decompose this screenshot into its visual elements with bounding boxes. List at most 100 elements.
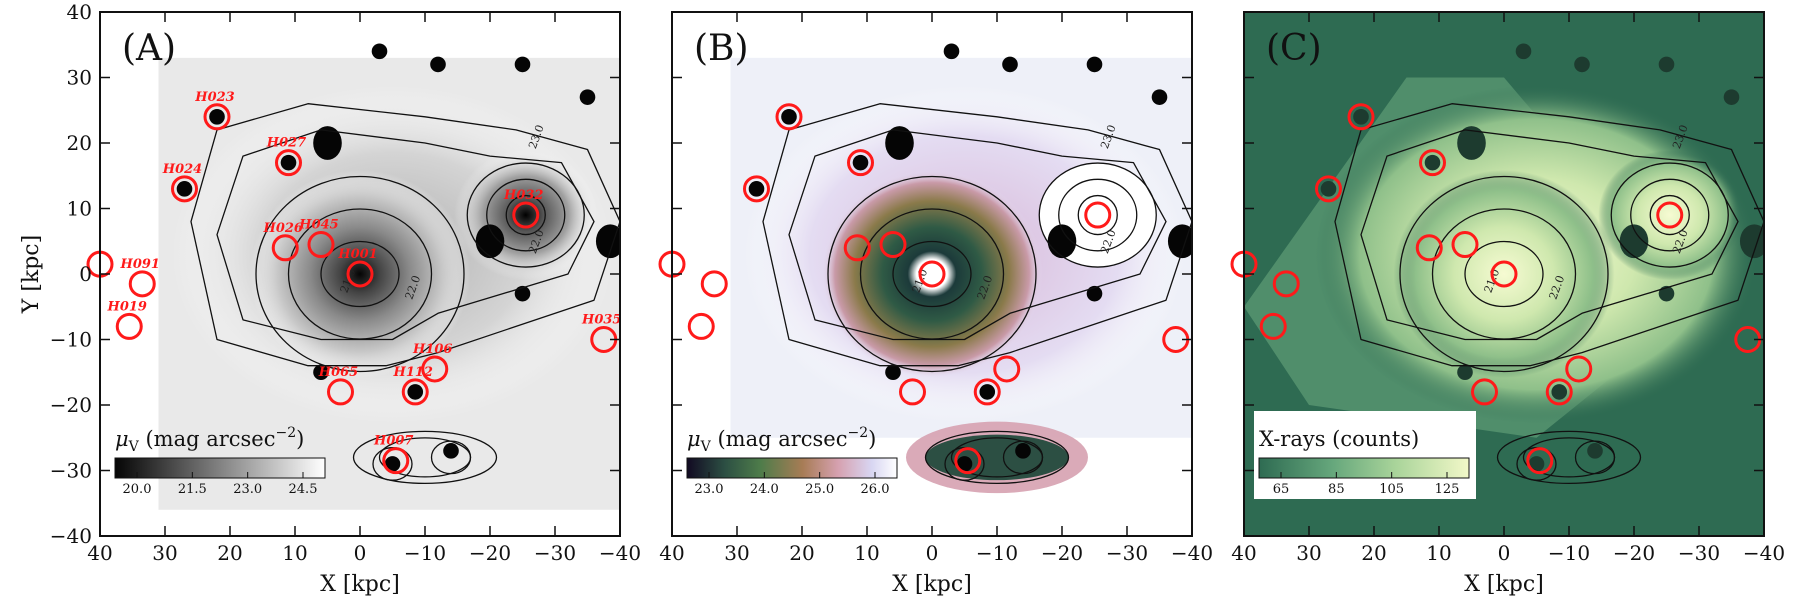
source-marker bbox=[421, 355, 449, 383]
point-source bbox=[1151, 89, 1168, 105]
colorbar-tick-label: 24.0 bbox=[750, 482, 779, 497]
point-source bbox=[1320, 181, 1337, 197]
panel-c: 23.022.022.021.040 30 20 10 0 −10 −20 −30 −40X [… bbox=[1230, 11, 1785, 597]
source-label: H007 bbox=[373, 434, 413, 449]
source-marker bbox=[203, 103, 231, 131]
contour bbox=[486, 178, 566, 252]
contour bbox=[950, 437, 1044, 478]
y-tick-label: −30 bbox=[50, 459, 92, 483]
contour bbox=[788, 129, 1167, 341]
contour bbox=[255, 175, 465, 373]
source-label: H106 bbox=[412, 342, 452, 357]
source-marker bbox=[307, 231, 335, 259]
x-axis-title: X [kpc] bbox=[892, 572, 972, 597]
point-source bbox=[595, 224, 620, 259]
contour bbox=[320, 240, 400, 308]
y-axis-title: Y [kpc] bbox=[19, 235, 44, 314]
colorbar-tick-label: 85 bbox=[1328, 482, 1345, 497]
x-tick-label: −40 bbox=[1171, 541, 1213, 565]
contour bbox=[1610, 162, 1729, 268]
x-tick-label: −30 bbox=[1106, 541, 1148, 565]
point-source bbox=[313, 364, 329, 381]
x-tick-label: 10 bbox=[282, 541, 307, 565]
source-marker bbox=[128, 270, 156, 298]
point-source bbox=[1457, 126, 1486, 160]
y-tick-label: 40 bbox=[67, 0, 92, 24]
contour bbox=[1334, 103, 1764, 367]
point-source bbox=[1167, 224, 1192, 259]
point-source bbox=[885, 364, 901, 381]
contour bbox=[1399, 175, 1609, 373]
contour bbox=[1058, 178, 1138, 252]
point-source bbox=[1424, 154, 1441, 171]
contour bbox=[352, 430, 498, 485]
contour bbox=[378, 437, 472, 478]
x-tick-label: −30 bbox=[534, 541, 576, 565]
source-marker bbox=[899, 378, 926, 406]
companion-galaxy bbox=[1598, 150, 1742, 281]
axis-ticks: 40 30 20 10 0 −10 −20 −30 −40 bbox=[1231, 11, 1785, 565]
contour bbox=[1630, 178, 1710, 252]
source-marker bbox=[1272, 270, 1300, 298]
x-tick-label: −10 bbox=[404, 541, 446, 565]
source-marker bbox=[346, 260, 374, 288]
source-marker bbox=[1451, 231, 1479, 259]
source-label: H027 bbox=[266, 136, 306, 151]
colorbar-tick-label: 21.5 bbox=[178, 482, 207, 497]
axis-ticks: 40 30 20 10 0 −10 −20 −30 −40403020100−10−20−30−… bbox=[50, 0, 641, 565]
source-marker bbox=[743, 175, 770, 203]
contour bbox=[1360, 129, 1739, 341]
y-tick-label: 20 bbox=[67, 131, 92, 155]
x-tick-label: 10 bbox=[1426, 541, 1451, 565]
source-marker bbox=[1565, 355, 1593, 383]
panel-b: 23.022.022.021.040 30 20 10 0 −10 −20 −30 −40X [… bbox=[658, 11, 1213, 597]
point-source bbox=[407, 384, 424, 400]
source-label: H065 bbox=[318, 365, 358, 380]
x-tick-label: 20 bbox=[1361, 541, 1386, 565]
colorbar-tick-label: 25.0 bbox=[805, 482, 834, 497]
point-source bbox=[1002, 56, 1018, 73]
x-tick-label: 30 bbox=[724, 541, 749, 565]
point-source bbox=[514, 285, 531, 302]
point-source bbox=[1739, 224, 1764, 259]
axis-ticks: 40 30 20 10 0 −10 −20 −30 −40 bbox=[659, 11, 1213, 565]
source-marker bbox=[1656, 201, 1684, 229]
source-marker bbox=[327, 378, 354, 406]
point-source bbox=[1658, 285, 1675, 302]
colorbar bbox=[686, 457, 898, 479]
central-galaxy bbox=[1393, 170, 1615, 378]
central-galaxy bbox=[821, 170, 1043, 378]
point-source bbox=[1086, 285, 1103, 302]
contour bbox=[892, 240, 972, 308]
x-axis-title: X [kpc] bbox=[320, 572, 400, 597]
source-label: H023 bbox=[194, 90, 234, 105]
point-source bbox=[1515, 43, 1532, 60]
source-marker bbox=[271, 234, 299, 262]
contour bbox=[466, 162, 585, 268]
x-tick-label: −40 bbox=[1743, 541, 1785, 565]
colorbar-background bbox=[1254, 411, 1476, 499]
source-label: H026 bbox=[263, 221, 303, 236]
panel-image-c bbox=[1244, 12, 1764, 536]
contour bbox=[1464, 240, 1544, 308]
contour bbox=[762, 103, 1192, 367]
isophote-contours bbox=[762, 103, 1192, 485]
contour bbox=[1077, 194, 1118, 236]
x-tick-label: −20 bbox=[469, 541, 511, 565]
colorbar-tick-label: 26.0 bbox=[861, 482, 890, 497]
colorbar-tick-label: 105 bbox=[1379, 482, 1404, 497]
point-source bbox=[384, 456, 401, 472]
point-source bbox=[443, 443, 459, 459]
contour bbox=[1038, 162, 1157, 268]
panel-a: 23.022.022.021.0H023H027H024H032H026H045… bbox=[19, 0, 641, 597]
y-tick-label: −40 bbox=[50, 524, 92, 548]
source-label: H045 bbox=[298, 218, 338, 233]
point-source bbox=[1723, 89, 1740, 105]
x-tick-label: 20 bbox=[789, 541, 814, 565]
contour bbox=[190, 103, 620, 367]
point-source bbox=[209, 109, 225, 125]
contour bbox=[1522, 437, 1616, 478]
y-tick-label: 30 bbox=[67, 66, 92, 90]
x-tick-label: −20 bbox=[1041, 541, 1083, 565]
